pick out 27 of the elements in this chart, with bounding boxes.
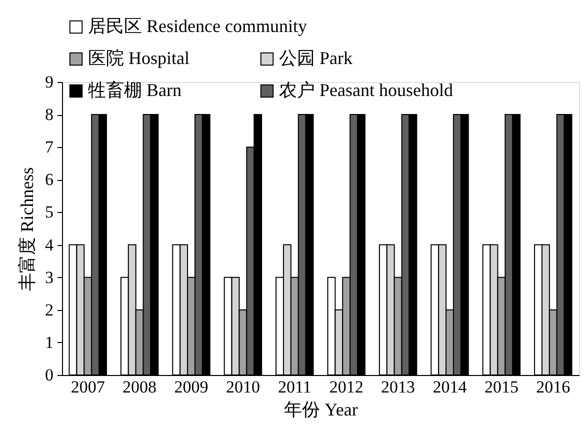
y-tick-label: 6 <box>45 170 54 190</box>
legend-label: 居民区 Residence community <box>88 16 307 36</box>
x-tick-label: 2010 <box>226 378 260 396</box>
y-tick-label: 0 <box>45 366 54 384</box>
y-axis-title: 丰富度 Richness <box>17 167 37 291</box>
x-tick-label: 2008 <box>122 378 157 396</box>
x-tick-label: 2012 <box>329 378 364 396</box>
x-axis-title: 年份 Year <box>284 400 358 420</box>
x-tick-label: 2007 <box>70 378 106 396</box>
y-tick-label: 7 <box>45 138 54 157</box>
y-tick-label: 9 <box>45 72 54 92</box>
y-tick-label: 3 <box>45 268 54 287</box>
y-tick-label: 1 <box>45 332 54 352</box>
x-tick-label: 2013 <box>381 378 416 396</box>
x-tick-label: 2014 <box>432 378 468 396</box>
legend-label: 医院 Hospital <box>88 48 190 68</box>
y-tick-label: 8 <box>45 105 54 124</box>
x-tick-label: 2016 <box>536 378 570 396</box>
x-tick-label: 2009 <box>174 378 208 396</box>
x-tick-label: 2015 <box>484 378 518 396</box>
legend-label: 公园 Park <box>279 48 352 68</box>
legend-label: 农户 Peasant household <box>279 80 453 100</box>
y-tick-label: 2 <box>45 300 54 320</box>
y-tick-label: 4 <box>45 235 54 254</box>
legend-label: 牲畜棚 Barn <box>88 80 182 100</box>
x-tick-label: 2011 <box>278 378 312 396</box>
y-tick-label: 5 <box>45 202 54 222</box>
